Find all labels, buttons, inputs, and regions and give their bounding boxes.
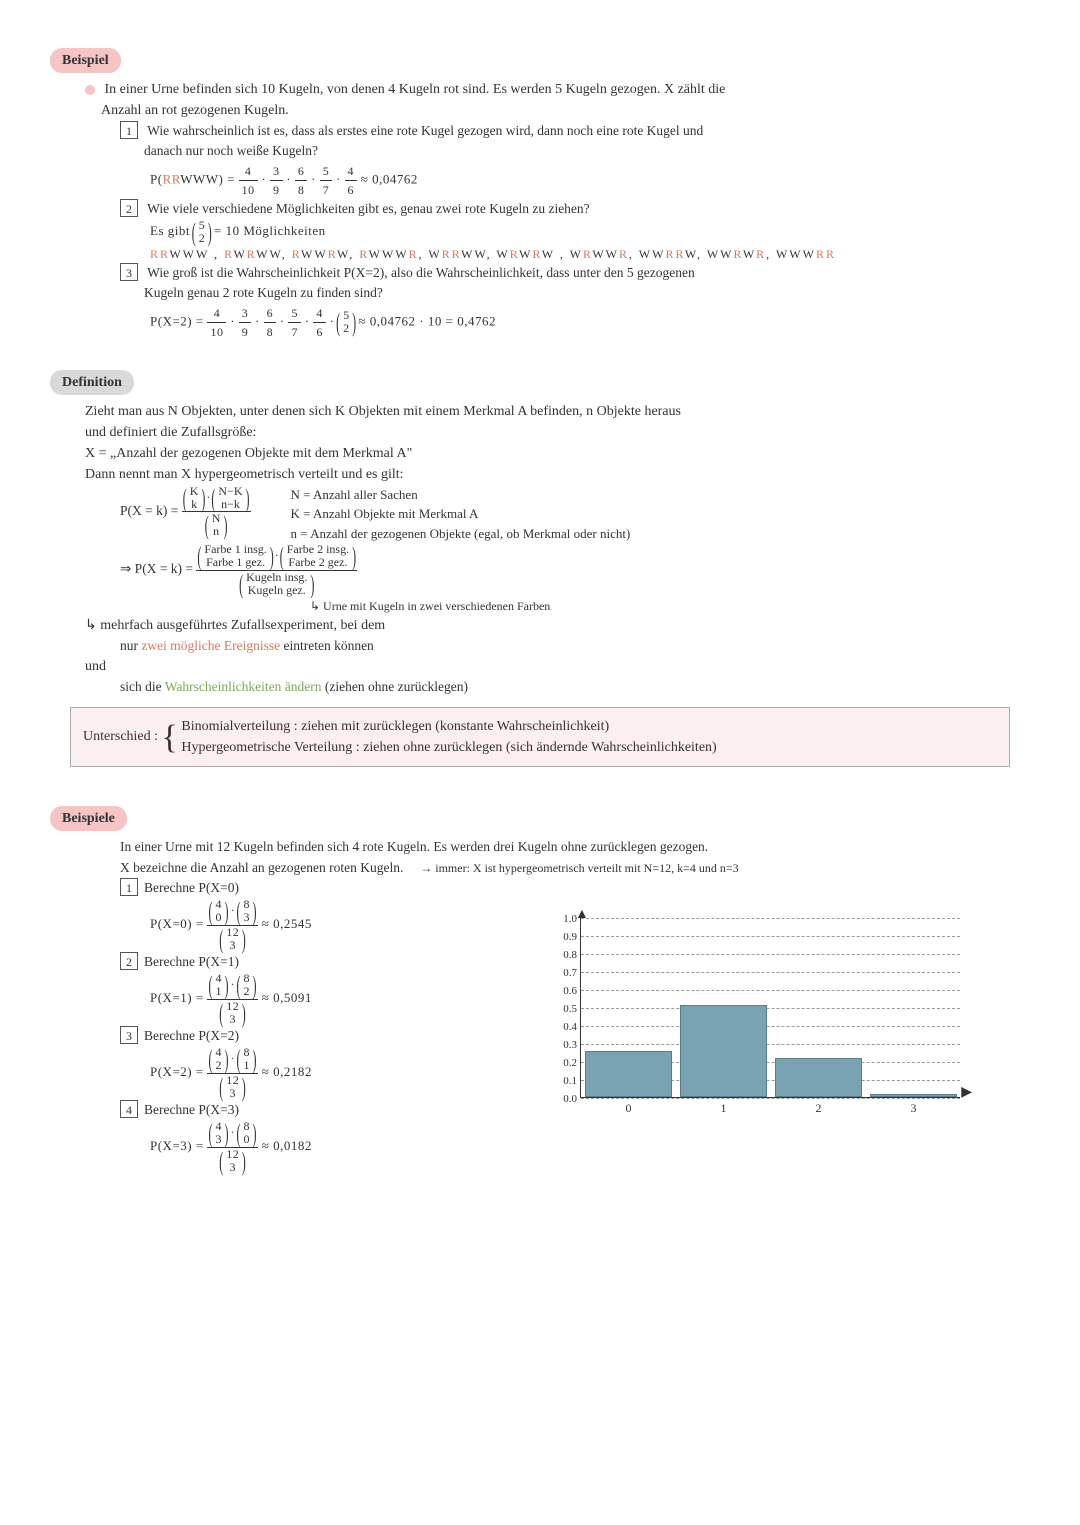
q3b-text: Kugeln genau 2 rote Kugeln zu finden sin… xyxy=(144,285,383,300)
m1: ↳ mehrfach ausgeführtes Zufallsexperimen… xyxy=(85,615,1030,636)
q2: 2 Wie viele verschiedene Möglichkeiten g… xyxy=(120,199,1030,219)
q1: 1 Wie wahrscheinlich ist es, dass als er… xyxy=(120,121,1030,162)
f-p3: P(X=3) = 43 · 80123 ≈ 0,0182 xyxy=(150,1120,530,1174)
fd: 9 xyxy=(270,181,283,199)
q-p1: 2Berechne P(X=1) xyxy=(120,952,530,972)
q2a-post: = 10 Möglichkeiten xyxy=(214,223,326,238)
fd: 8 xyxy=(295,181,308,199)
box-l2: Hypergeometrische Verteilung : ziehen oh… xyxy=(181,740,716,755)
m2c: eintreten können xyxy=(280,638,374,653)
r2: ≈ 0,5091 xyxy=(262,990,312,1005)
leg-n: N = Anzahl aller Sachen xyxy=(291,485,631,505)
q1-text2: danach nur noch weiße Kugeln? xyxy=(144,143,318,158)
def-l2: und definiert die Zufallsgröße: xyxy=(85,422,1030,443)
formula-3: P(X=2) = 410 · 39 · 68 · 57 · 46 · 52 ≈ … xyxy=(150,304,1030,341)
numbox-1: 1 xyxy=(120,121,138,139)
formula-1: P(RRWWW) = 410 · 39 · 68 · 57 · 46 ≈ 0,0… xyxy=(150,162,1030,199)
arrow-right-icon: ▶ xyxy=(961,1082,972,1103)
fn: 6 xyxy=(295,162,308,181)
m3b: Wahrscheinlichkeiten ändern xyxy=(165,679,322,694)
fd: Farbe 2 gez. xyxy=(287,556,349,569)
f-p0: P(X=0) = 40 · 83123 ≈ 0,2545 xyxy=(150,898,530,952)
www: WWW) = xyxy=(180,171,235,186)
numbox-2: 2 xyxy=(120,199,138,217)
curly-brace-icon: { xyxy=(162,724,178,751)
combos-list: RRWWW , RWRWW, RWWRW, RWWWR, WRRWW, WRWR… xyxy=(150,245,1030,263)
und: und xyxy=(85,656,1030,677)
intro-line2: Anzahl an rot gezogenen Kugeln. xyxy=(101,103,289,118)
f2pre: ⇒ P(X = k) = xyxy=(120,561,196,576)
fn: 4 xyxy=(239,162,258,181)
q2a-pre: Es gibt xyxy=(150,223,194,238)
q-p0: 1Berechne P(X=0) xyxy=(120,878,530,898)
fd: 6 xyxy=(345,181,358,199)
res1: ≈ 0,04762 xyxy=(361,171,418,186)
p3pre: P(X=2) = xyxy=(150,313,207,328)
m3c: (ziehen ohne zurücklegen) xyxy=(321,679,468,694)
formula-2: Es gibt 52 = 10 Möglichkeiten xyxy=(150,219,1030,245)
m2: nur zwei mögliche Ereignisse eintreten k… xyxy=(120,636,1030,656)
ff: Kugeln gez. xyxy=(246,584,307,597)
heading-beispiele: Beispiele xyxy=(50,806,127,831)
main-formula: P(X = k) = Kk · N−Kn−k Nn N = Anzahl all… xyxy=(120,485,1030,544)
def-l1: Zieht man aus N Objekten, unter denen si… xyxy=(85,401,1030,422)
note-urne: ↳ Urne mit Kugeln in zwei verschiedenen … xyxy=(310,597,1030,615)
q-p3: 4Berechne P(X=3) xyxy=(120,1100,530,1120)
s3l2a: X bezeichne die Anzahl an gezogenen rote… xyxy=(120,860,403,875)
s3-l2: X bezeichne die Anzahl an gezogenen rote… xyxy=(120,858,1030,878)
f-p2: P(X=2) = 42 · 81123 ≈ 0,2182 xyxy=(150,1046,530,1100)
m3: sich die Wahrscheinlichkeiten ändern (zi… xyxy=(120,677,1030,697)
s3l2b: → immer: X ist hypergeometrisch verteilt… xyxy=(420,861,738,875)
fd: 7 xyxy=(320,181,333,199)
q3-text: Wie groß ist die Wahrscheinlichkeit P(X=… xyxy=(147,265,695,280)
fn: 3 xyxy=(270,162,283,181)
q1-text: Wie wahrscheinlich ist es, dass als erst… xyxy=(147,123,703,138)
r3: ≈ 0,2182 xyxy=(262,1064,312,1079)
s3-l1: In einer Urne mit 12 Kugeln befinden sic… xyxy=(120,837,1030,857)
leg-k: K = Anzahl Objekte mit Merkmal A xyxy=(291,504,631,524)
fn: 4 xyxy=(345,162,358,181)
def-l4: Dann nennt man X hypergeometrisch vertei… xyxy=(85,464,1030,485)
heading-beispiel: Beispiel xyxy=(50,48,121,73)
fn: 5 xyxy=(320,162,333,181)
leg-nn: n = Anzahl der gezogenen Objekte (egal, … xyxy=(291,524,631,544)
m3a: sich die xyxy=(120,679,165,694)
p3post: ≈ 0,04762 · 10 = 0,4762 xyxy=(358,313,496,328)
fe: Kugeln insg. xyxy=(246,571,307,584)
fd: 10 xyxy=(239,181,258,199)
q-p2: 3Berechne P(X=2) xyxy=(120,1026,530,1046)
q3: 3 Wie groß ist die Wahrscheinlichkeit P(… xyxy=(120,263,1030,304)
f-p1: P(X=1) = 41 · 82123 ≈ 0,5091 xyxy=(150,972,530,1026)
q2-text: Wie viele verschiedene Möglichkeiten gib… xyxy=(147,201,590,216)
intro: In einer Urne befinden sich 10 Kugeln, v… xyxy=(85,79,1030,121)
intro-line1: In einer Urne befinden sich 10 Kugeln, v… xyxy=(105,82,726,97)
probability-chart: ▲ ▶ 0.00.10.20.30.40.50.60.70.80.91.0012… xyxy=(580,918,960,1098)
def-l3: X = „Anzahl der gezogenen Objekte mit de… xyxy=(85,443,1030,464)
m2a: nur xyxy=(120,638,141,653)
r1: ≈ 0,2545 xyxy=(262,916,312,931)
fb: Farbe 1 gez. xyxy=(204,556,266,569)
rr: RR xyxy=(163,171,181,186)
p-pre: P( xyxy=(150,171,163,186)
box-label: Unterschied : xyxy=(83,730,158,745)
r4: ≈ 0,0182 xyxy=(262,1138,312,1153)
formula-words: ⇒ P(X = k) = Farbe 1 insg.Farbe 1 gez. ·… xyxy=(120,543,1030,597)
bullet-icon xyxy=(85,85,95,95)
fpre: P(X = k) = xyxy=(120,503,182,518)
difference-box: Unterschied : { Binomialverteilung : zie… xyxy=(70,707,1010,767)
m2b: zwei mögliche Ereignisse xyxy=(141,638,280,653)
box-l1: Binomialverteilung : ziehen mit zurückle… xyxy=(181,719,609,734)
heading-definition: Definition xyxy=(50,370,134,395)
numbox-3: 3 xyxy=(120,263,138,281)
arrow-up-icon: ▲ xyxy=(575,904,589,925)
